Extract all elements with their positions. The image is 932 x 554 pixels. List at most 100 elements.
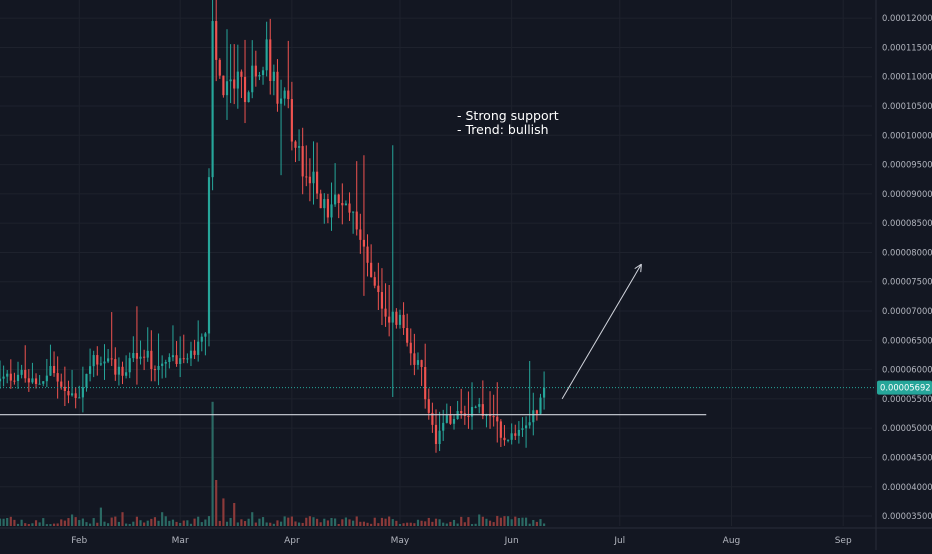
volume-bar	[197, 516, 200, 526]
price-tick-label: 0.00007500	[882, 277, 932, 287]
volume-bar	[96, 522, 99, 526]
volume-bar	[107, 523, 110, 526]
volume-bar	[20, 519, 23, 526]
price-tick-label: 0.00007000	[882, 306, 932, 316]
price-tick-label: 0.00012000	[882, 13, 932, 23]
volume-bar	[247, 518, 250, 526]
candle-body	[45, 375, 48, 382]
volume-bar	[287, 517, 290, 526]
price-tick-label: 0.00008500	[882, 218, 932, 228]
volume-bar	[449, 521, 452, 526]
candle-body	[63, 386, 66, 392]
volume-bar	[38, 522, 41, 526]
volume-bar	[251, 512, 254, 526]
candle-body	[189, 350, 193, 359]
volume-bar	[474, 523, 477, 526]
candle-body	[103, 361, 106, 364]
volume-bar	[416, 519, 420, 526]
candle-body	[60, 381, 63, 387]
volume-bar	[301, 522, 304, 526]
candle-body	[506, 439, 510, 441]
volume-bar	[265, 522, 268, 526]
candle-body	[52, 365, 56, 374]
projection-arrow-head	[640, 264, 642, 273]
candle-body	[215, 21, 218, 60]
candle-body	[424, 367, 427, 400]
candle-body	[125, 372, 128, 376]
volume-bar	[103, 521, 106, 526]
candle-body	[143, 356, 146, 358]
candle-body	[521, 428, 524, 430]
price-tick-label: 0.00010000	[882, 130, 932, 140]
candle-body	[240, 71, 243, 77]
projection-arrow-line	[561, 263, 642, 400]
volume-bar	[215, 480, 218, 526]
candle-body	[197, 341, 200, 355]
candle-body	[312, 171, 315, 184]
volume-bar	[70, 514, 74, 526]
volume-bar	[452, 519, 456, 526]
candle-body	[128, 358, 131, 373]
volume-bar	[420, 520, 423, 526]
volume-bar	[312, 517, 315, 526]
volume-bar	[323, 518, 326, 526]
candle-body	[168, 357, 171, 362]
time-axis[interactable]: Feb Mar Apr May Jun Jul Aug Sep	[0, 527, 932, 546]
candle-body	[319, 193, 322, 209]
candle-body	[514, 433, 517, 436]
volume-bar	[6, 517, 9, 526]
candle-body	[38, 383, 41, 385]
candle-body	[258, 74, 261, 77]
volume-bar	[258, 518, 261, 526]
volume-bar	[81, 518, 84, 526]
volume-bar	[535, 521, 538, 526]
volume-bar	[31, 523, 34, 526]
candle-body	[74, 393, 77, 398]
volume-bar	[506, 516, 510, 526]
volume-bar	[240, 519, 243, 526]
volume-bar	[27, 524, 30, 526]
volume-bar	[359, 521, 362, 526]
candle-body	[211, 21, 214, 178]
candle-body	[114, 359, 117, 375]
candle-body	[409, 342, 412, 354]
annotation-line-1: - Strong support	[457, 108, 559, 123]
price-tick-label: 0.00011000	[882, 72, 932, 82]
candle-body	[535, 410, 538, 414]
volume-bar	[334, 518, 337, 526]
volume-bar	[279, 521, 283, 526]
candle-body	[229, 79, 232, 82]
time-tick-label: Apr	[284, 536, 300, 546]
time-tick-label: May	[391, 536, 410, 546]
volume-bar	[193, 518, 196, 526]
volume-bar	[297, 522, 301, 526]
candle-body	[420, 360, 423, 368]
candle-body	[175, 355, 178, 365]
volume-bar	[413, 523, 416, 526]
candle-body	[139, 356, 142, 359]
candle-body	[352, 211, 355, 213]
volume-bar	[92, 518, 95, 526]
volume-bar	[16, 523, 20, 526]
candle-body	[78, 397, 81, 399]
candle-body	[272, 71, 275, 81]
candle-body	[503, 437, 506, 441]
last-price-badge-text: 0.00005692	[880, 383, 931, 393]
volume-bar	[543, 523, 546, 526]
candle-body	[460, 410, 463, 414]
volume-bar	[114, 516, 117, 526]
volume-bar	[189, 523, 193, 526]
volume-bar	[406, 522, 409, 526]
volume-bar	[34, 520, 38, 526]
volume-bar	[352, 520, 355, 526]
time-tick-label: Feb	[71, 536, 87, 546]
volume-bar	[218, 520, 221, 526]
volume-bar	[438, 519, 441, 526]
price-axis[interactable]: 0.00012000 0.00011500 0.00011000 0.00010500…	[875, 0, 932, 550]
last-price-badge: 0.00005692	[877, 380, 932, 395]
candle-body	[452, 419, 456, 424]
candle-body	[478, 404, 481, 407]
candle-body	[348, 203, 351, 213]
candle-body	[525, 425, 528, 429]
